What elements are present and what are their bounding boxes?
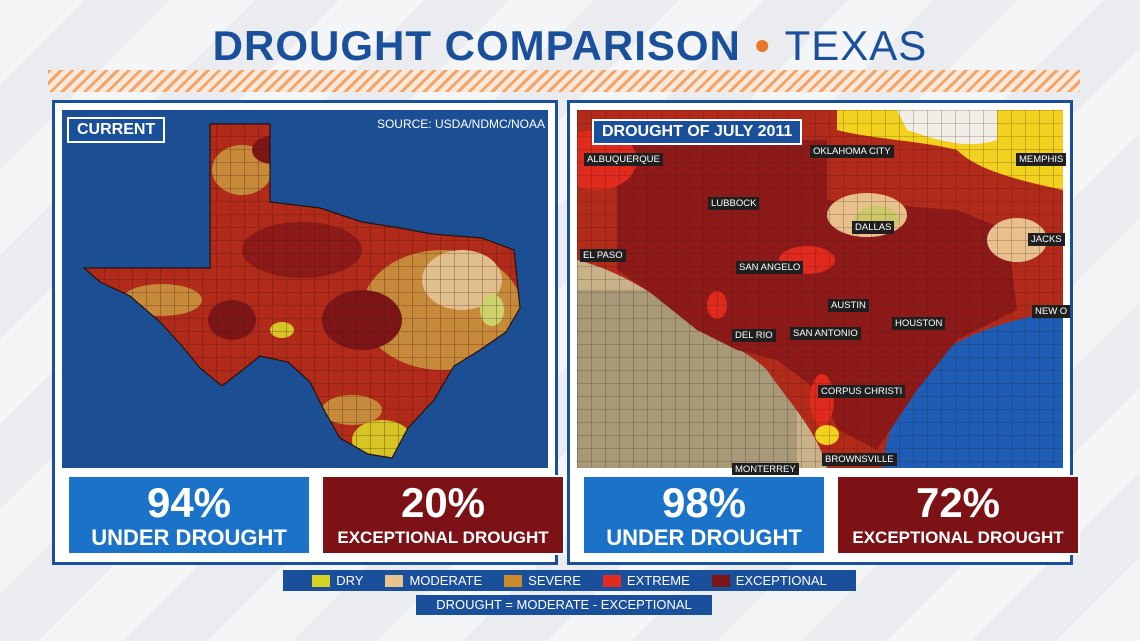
drought-legend: DRY MODERATE SEVERE EXTREME EXCEPTIONAL [283,570,856,591]
july-2011-drought-map [577,110,1063,468]
current-under-drought-label: UNDER DROUGHT [91,525,287,550]
city-oklahoma-city: OKLAHOMA CITY [810,145,894,158]
current-drought-map [62,110,548,468]
city-brownsville: BROWNSVILLE [822,453,897,466]
july-2011-under-drought-label: UNDER DROUGHT [606,525,802,550]
city-san-antonio: SAN ANTONIO [790,327,861,340]
july-2011-under-drought-box: 98% UNDER DROUGHT [582,475,826,555]
current-tag: CURRENT [67,117,166,143]
legend-swatch-severe [504,574,523,587]
city-lubbock: LUBBOCK [708,197,760,210]
current-exceptional-box: 20% EXCEPTIONAL DROUGHT [321,475,565,555]
legend-label-exceptional: EXCEPTIONAL [735,573,827,588]
legend-swatch-extreme [602,574,621,587]
legend-label-moderate: MODERATE [409,573,483,588]
header-stripe [48,70,1080,92]
july-2011-exceptional-label: EXCEPTIONAL DROUGHT [852,528,1064,547]
title-main: DROUGHT COMPARISON [212,22,741,69]
july-2011-tag: DROUGHT OF JULY 2011 [592,119,803,145]
city-del-rio: DEL RIO [732,329,776,342]
legend-item-extreme: EXTREME [602,573,690,588]
drought-definition-note: DROUGHT = MODERATE - EXCEPTIONAL [416,595,712,615]
legend-label-dry: DRY [336,573,364,588]
current-exceptional-label: EXCEPTIONAL DROUGHT [337,528,549,547]
legend-swatch-dry [312,574,331,587]
july-2011-under-drought-percent: 98% [661,479,747,526]
city-austin: AUSTIN [828,299,869,312]
july-2011-exceptional-percent: 72% [915,479,1001,526]
current-panel: CURRENT SOURCE: USDA/NDMC/NOAA 94% UNDER… [52,100,565,565]
legend-swatch-moderate [385,574,404,587]
july-2011-exceptional-box: 72% EXCEPTIONAL DROUGHT [836,475,1080,555]
legend-item-severe: SEVERE [504,573,581,588]
source-label: SOURCE: USDA/NDMC/NOAA [376,117,545,131]
city-new-orleans: NEW O [1032,305,1071,318]
current-exceptional-percent: 20% [400,479,486,526]
city-corpus-christi: CORPUS CHRISTI [818,385,906,398]
legend-item-dry: DRY [312,573,363,588]
city-houston: HOUSTON [892,317,946,330]
title-dot: • [754,22,771,69]
city-dallas: DALLAS [852,221,895,234]
city-albuquerque: ALBUQUERQUE [584,153,663,166]
legend-item-moderate: MODERATE [385,573,482,588]
page-title: DROUGHT COMPARISON • TEXAS [0,22,1140,70]
city-monterrey: MONTERREY [732,463,799,476]
current-under-drought-box: 94% UNDER DROUGHT [67,475,311,555]
current-under-drought-percent: 94% [146,479,232,526]
legend-item-exceptional: EXCEPTIONAL [711,573,827,588]
july-2011-panel: DROUGHT OF JULY 2011 ALBUQUERQUE OKLAHOM… [567,100,1080,565]
city-el-paso: EL PASO [580,249,626,262]
legend-label-extreme: EXTREME [626,573,690,588]
city-jackson: JACKS [1028,233,1065,246]
legend-label-severe: SEVERE [528,573,581,588]
title-subtitle: TEXAS [784,22,928,69]
city-memphis: MEMPHIS [1016,153,1067,166]
legend-swatch-exceptional [711,574,730,587]
city-san-angelo: SAN ANGELO [736,261,804,274]
